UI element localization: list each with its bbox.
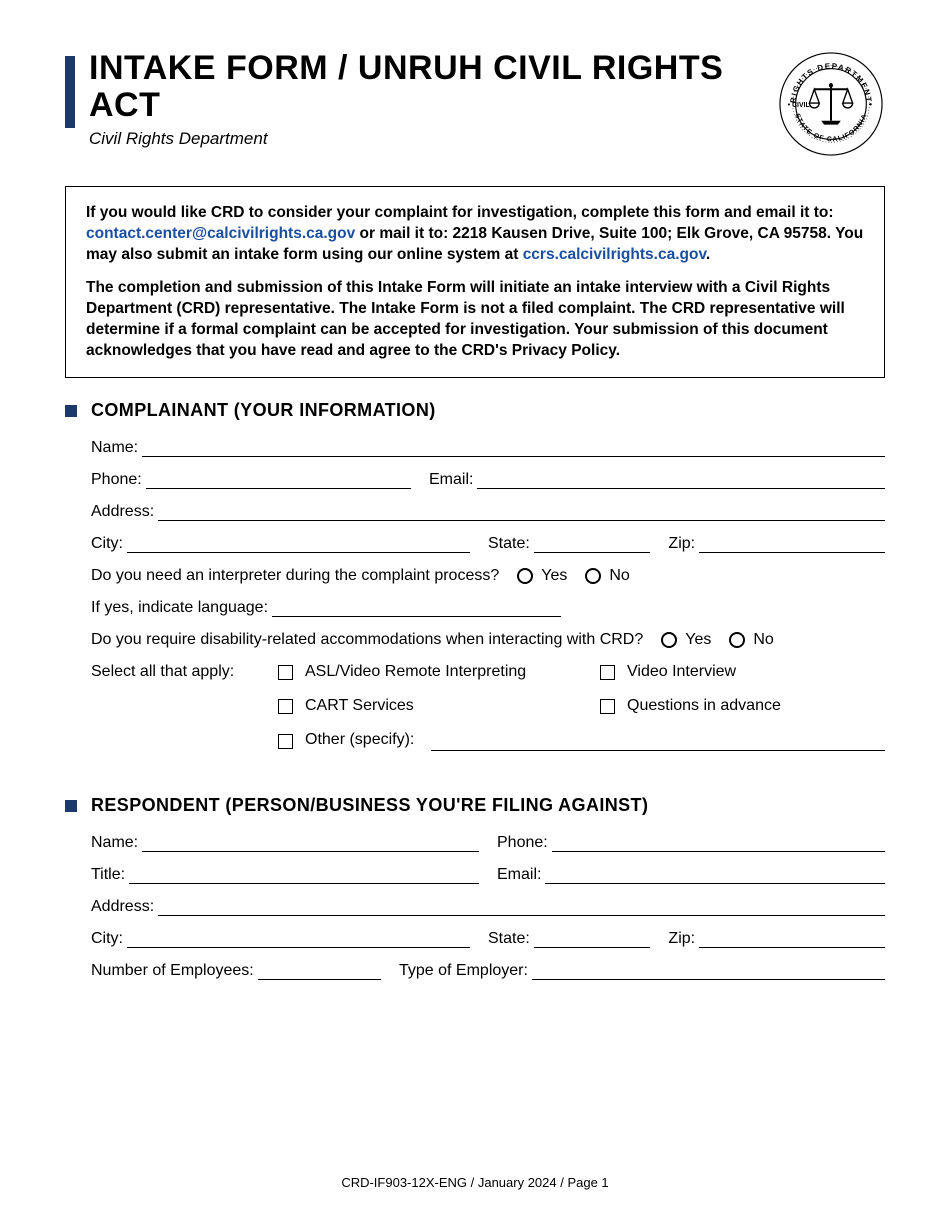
interpreter-question: Do you need an interpreter during the co… bbox=[91, 567, 499, 585]
r-state-label: State: bbox=[488, 930, 530, 948]
respondent-form: Name: Phone: Title: Email: Address: City… bbox=[65, 834, 885, 980]
cart-label: CART Services bbox=[305, 697, 414, 715]
interpreter-no-radio[interactable] bbox=[585, 568, 601, 584]
respondent-section-header: RESPONDENT (PERSON/BUSINESS YOU'RE FILIN… bbox=[65, 795, 885, 816]
title-accent-bar bbox=[65, 56, 75, 128]
typeemp-label: Type of Employer: bbox=[399, 962, 528, 980]
asl-checkbox[interactable] bbox=[278, 665, 293, 680]
instructions-box: If you would like CRD to consider your c… bbox=[65, 186, 885, 378]
yes-label: Yes bbox=[685, 631, 711, 649]
r-state-input[interactable] bbox=[534, 930, 651, 948]
language-input[interactable] bbox=[272, 599, 561, 617]
other-label: Other (specify): bbox=[305, 731, 414, 749]
qia-checkbox[interactable] bbox=[600, 699, 615, 714]
r-title-input[interactable] bbox=[129, 866, 479, 884]
contact-email-link[interactable]: contact.center@calcivilrights.ca.gov bbox=[86, 225, 355, 242]
complainant-heading: COMPLAINANT (YOUR INFORMATION) bbox=[91, 400, 436, 421]
r-name-label: Name: bbox=[91, 834, 138, 852]
r-city-input[interactable] bbox=[127, 930, 470, 948]
r-phone-label: Phone: bbox=[497, 834, 548, 852]
r-zip-input[interactable] bbox=[699, 930, 885, 948]
email-label: Email: bbox=[429, 471, 473, 489]
page-title: INTAKE FORM / UNRUH CIVIL RIGHTS ACT bbox=[89, 50, 763, 125]
r-email-label: Email: bbox=[497, 866, 541, 884]
accom-no-radio[interactable] bbox=[729, 632, 745, 648]
zip-label: Zip: bbox=[668, 535, 695, 553]
state-input[interactable] bbox=[534, 535, 651, 553]
text: If you would like CRD to consider your c… bbox=[86, 204, 834, 221]
name-input[interactable] bbox=[142, 439, 885, 457]
r-phone-input[interactable] bbox=[552, 834, 885, 852]
select-all-label: Select all that apply: bbox=[91, 663, 256, 681]
video-checkbox[interactable] bbox=[600, 665, 615, 680]
r-city-label: City: bbox=[91, 930, 123, 948]
typeemp-input[interactable] bbox=[532, 962, 885, 980]
city-input[interactable] bbox=[127, 535, 470, 553]
other-checkbox[interactable] bbox=[278, 734, 293, 749]
r-email-input[interactable] bbox=[545, 866, 885, 884]
qia-label: Questions in advance bbox=[627, 697, 781, 715]
r-address-label: Address: bbox=[91, 898, 154, 916]
page-header: INTAKE FORM / UNRUH CIVIL RIGHTS ACT Civ… bbox=[65, 50, 885, 158]
zip-input[interactable] bbox=[699, 535, 885, 553]
instructions-p1: If you would like CRD to consider your c… bbox=[86, 203, 864, 266]
other-specify-input[interactable] bbox=[431, 733, 885, 751]
no-label: No bbox=[753, 631, 773, 649]
r-zip-label: Zip: bbox=[668, 930, 695, 948]
address-label: Address: bbox=[91, 503, 154, 521]
cart-checkbox[interactable] bbox=[278, 699, 293, 714]
accom-yes-radio[interactable] bbox=[661, 632, 677, 648]
instructions-p2: The completion and submission of this In… bbox=[86, 278, 864, 362]
r-address-input[interactable] bbox=[158, 898, 885, 916]
respondent-heading: RESPONDENT (PERSON/BUSINESS YOU'RE FILIN… bbox=[91, 795, 648, 816]
interpreter-yes-radio[interactable] bbox=[517, 568, 533, 584]
state-label: State: bbox=[488, 535, 530, 553]
svg-text:•: • bbox=[869, 100, 872, 109]
numemp-label: Number of Employees: bbox=[91, 962, 254, 980]
svg-text:• CIVIL: • CIVIL bbox=[788, 102, 810, 109]
text: . bbox=[706, 246, 710, 263]
r-title-label: Title: bbox=[91, 866, 125, 884]
no-label: No bbox=[609, 567, 629, 585]
section-marker-icon bbox=[65, 405, 77, 417]
complainant-form: Name: Phone: Email: Address: City: State… bbox=[65, 439, 885, 751]
title-block: INTAKE FORM / UNRUH CIVIL RIGHTS ACT Civ… bbox=[89, 50, 763, 149]
city-label: City: bbox=[91, 535, 123, 553]
name-label: Name: bbox=[91, 439, 138, 457]
asl-label: ASL/Video Remote Interpreting bbox=[305, 663, 526, 681]
language-label: If yes, indicate language: bbox=[91, 599, 268, 617]
page-footer: CRD-IF903-12X-ENG / January 2024 / Page … bbox=[0, 1175, 950, 1190]
section-marker-icon bbox=[65, 800, 77, 812]
accommodation-question: Do you require disability-related accomm… bbox=[91, 631, 643, 649]
phone-input[interactable] bbox=[146, 471, 411, 489]
numemp-input[interactable] bbox=[258, 962, 381, 980]
online-system-link[interactable]: ccrs.calcivilrights.ca.gov bbox=[523, 246, 706, 263]
phone-label: Phone: bbox=[91, 471, 142, 489]
page-subtitle: Civil Rights Department bbox=[89, 129, 763, 149]
complainant-section-header: COMPLAINANT (YOUR INFORMATION) bbox=[65, 400, 885, 421]
yes-label: Yes bbox=[541, 567, 567, 585]
state-seal-icon: RIGHTS DEPARTMENT STATE OF CALIFORNIA • … bbox=[777, 50, 885, 158]
r-name-input[interactable] bbox=[142, 834, 479, 852]
video-label: Video Interview bbox=[627, 663, 736, 681]
email-input[interactable] bbox=[477, 471, 885, 489]
address-input[interactable] bbox=[158, 503, 885, 521]
